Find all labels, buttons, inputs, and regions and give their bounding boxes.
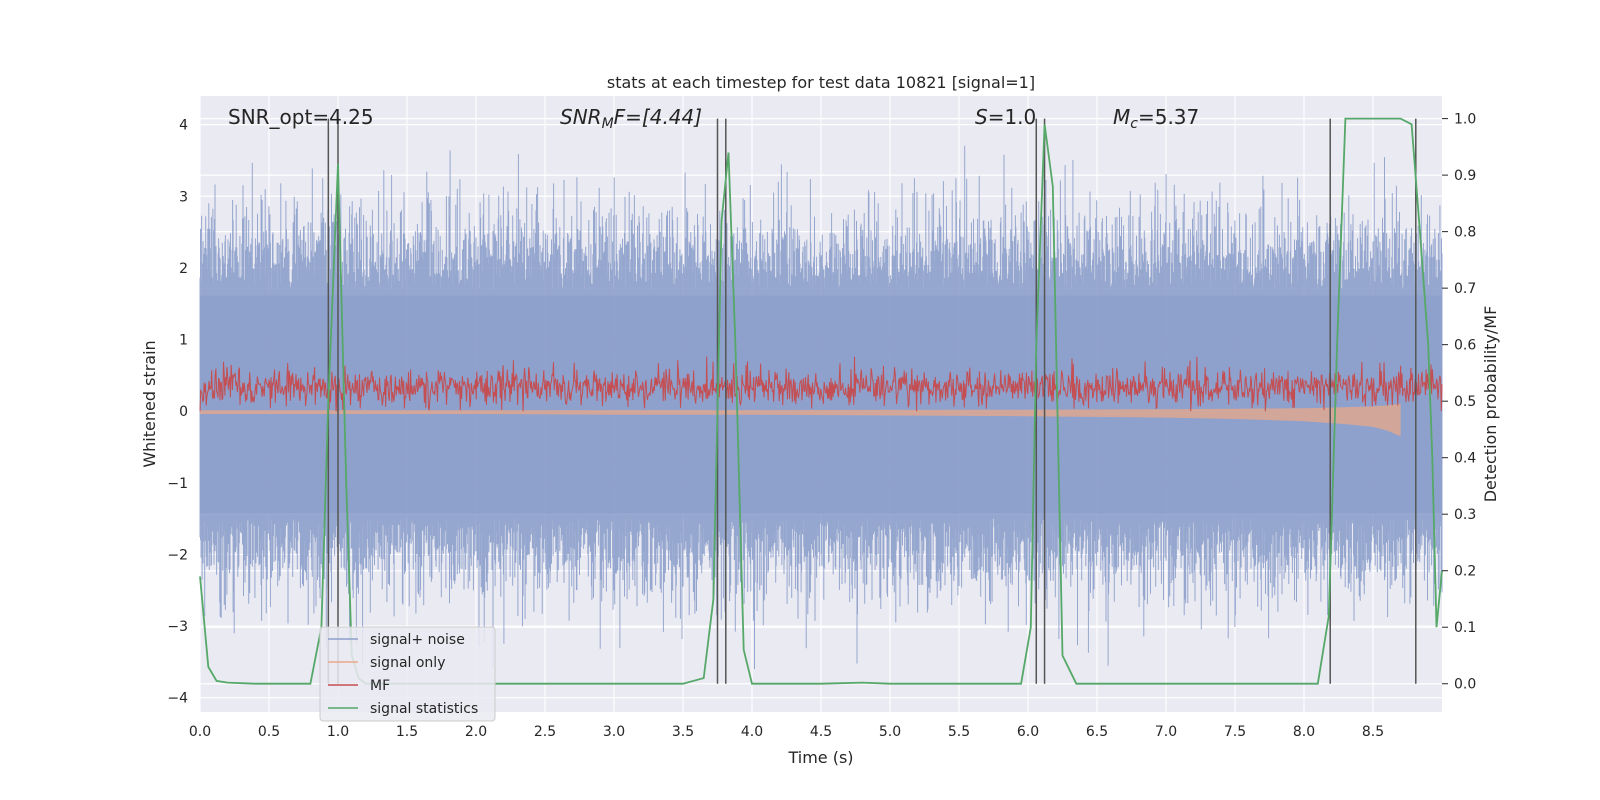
y-right-tick-label-8: 0.8 xyxy=(1454,225,1476,241)
noise-band xyxy=(200,295,1442,514)
y-right-tick-label-1: 0.1 xyxy=(1454,620,1476,636)
legend: signal+ noise signal only MF signal stat… xyxy=(319,626,496,722)
y-right-tick-label-9: 0.9 xyxy=(1454,168,1476,184)
annotation-snr-mf-sub: M xyxy=(602,116,614,132)
annotation-mc-sub: c xyxy=(1130,116,1138,132)
legend-label-signal: signal only xyxy=(370,655,445,671)
annotation-s: S=1.0 xyxy=(975,105,1036,129)
x-tick-label-14: 7.0 xyxy=(1155,724,1177,740)
y-right-tick-label-5: 0.5 xyxy=(1454,394,1476,410)
x-tick-label-3: 1.5 xyxy=(396,724,418,740)
legend-label-stats: signal statistics xyxy=(370,701,478,717)
x-tick-label-16: 8.0 xyxy=(1293,724,1315,740)
y-right-tick-label-7: 0.7 xyxy=(1454,281,1476,297)
y-tick-label-8: 4 xyxy=(179,118,188,134)
x-tick-label-5: 2.5 xyxy=(534,724,556,740)
y-right-tick-label-10: 1.0 xyxy=(1454,112,1476,128)
y-tick-label-2: −2 xyxy=(167,547,188,563)
annotation-s-rest: =1.0 xyxy=(988,105,1037,129)
y-tick-label-4: 0 xyxy=(179,404,188,420)
chart-title: stats at each timestep for test data 108… xyxy=(607,73,1035,92)
y-axis-ticks: −4 −3 −2 −1 0 1 2 3 4 xyxy=(167,118,188,707)
x-tick-label-0: 0.0 xyxy=(189,724,211,740)
annotation-mc: Mc=5.37 xyxy=(1113,105,1199,132)
annotation-mc-rest: =5.37 xyxy=(1138,105,1199,129)
x-tick-label-17: 8.5 xyxy=(1362,724,1384,740)
annotation-snr-mf-base: SNR xyxy=(560,105,602,129)
legend-box xyxy=(319,626,496,722)
x-tick-label-6: 3.0 xyxy=(603,724,625,740)
x-tick-label-8: 4.0 xyxy=(741,724,763,740)
y-axis-title: Whitened strain xyxy=(140,340,159,467)
x-axis-ticks: 0.0 0.5 1.0 1.5 2.0 2.5 3.0 3.5 4.0 4.5 5.0 5.5 6.0 6… xyxy=(189,724,1384,740)
y-right-tick-label-4: 0.4 xyxy=(1454,451,1476,467)
legend-label-noise: signal+ noise xyxy=(370,632,465,648)
x-axis-title: Time (s) xyxy=(787,748,853,767)
mf-trace xyxy=(199,356,1443,412)
stats-line xyxy=(199,117,1443,685)
x-tick-label-12: 6.0 xyxy=(1017,724,1039,740)
annotation-snr-mf-rest-italic: F=[4.44] xyxy=(614,105,702,129)
annotation-snr-opt: SNR_opt=4.25 xyxy=(228,105,374,129)
y-tick-label-7: 3 xyxy=(179,189,188,205)
y-tick-label-6: 2 xyxy=(179,261,188,277)
signal-envelope xyxy=(200,403,1401,437)
x-tick-label-7: 3.5 xyxy=(672,724,694,740)
x-tick-label-10: 5.0 xyxy=(879,724,901,740)
y-tick-label-1: −3 xyxy=(167,619,188,635)
series-signal-plus-noise xyxy=(199,145,1443,669)
y-tick-label-5: 1 xyxy=(179,333,188,349)
y-tick-label-0: −4 xyxy=(167,691,188,707)
y-axis-right-title: Detection probability/MF xyxy=(1481,306,1500,503)
annotation-snr-mf: SNRMF=[4.44] xyxy=(560,105,702,132)
x-tick-label-11: 5.5 xyxy=(948,724,970,740)
x-tick-label-4: 2.0 xyxy=(465,724,487,740)
y-axis-right-ticks: 0.0 0.1 0.2 0.3 0.4 0.5 0.6 0.7 0.8 0.9 1.0 xyxy=(1442,112,1476,693)
y-tick-label-3: −1 xyxy=(167,476,188,492)
x-tick-label-9: 4.5 xyxy=(810,724,832,740)
annotation-s-base: S xyxy=(975,105,988,129)
x-tick-label-1: 0.5 xyxy=(258,724,280,740)
annotation-mc-base: M xyxy=(1113,105,1130,129)
series-mf xyxy=(199,356,1443,412)
x-tick-label-15: 7.5 xyxy=(1224,724,1246,740)
y-right-tick-label-3: 0.3 xyxy=(1454,507,1476,523)
y-right-tick-label-6: 0.6 xyxy=(1454,338,1476,354)
legend-label-mf: MF xyxy=(370,678,390,694)
series-signal-only xyxy=(200,403,1401,437)
series-signal-statistics xyxy=(199,117,1443,685)
y-right-tick-label-0: 0.0 xyxy=(1454,677,1476,693)
x-tick-label-2: 1.0 xyxy=(327,724,349,740)
y-right-tick-label-2: 0.2 xyxy=(1454,564,1476,580)
x-tick-label-13: 6.5 xyxy=(1086,724,1108,740)
